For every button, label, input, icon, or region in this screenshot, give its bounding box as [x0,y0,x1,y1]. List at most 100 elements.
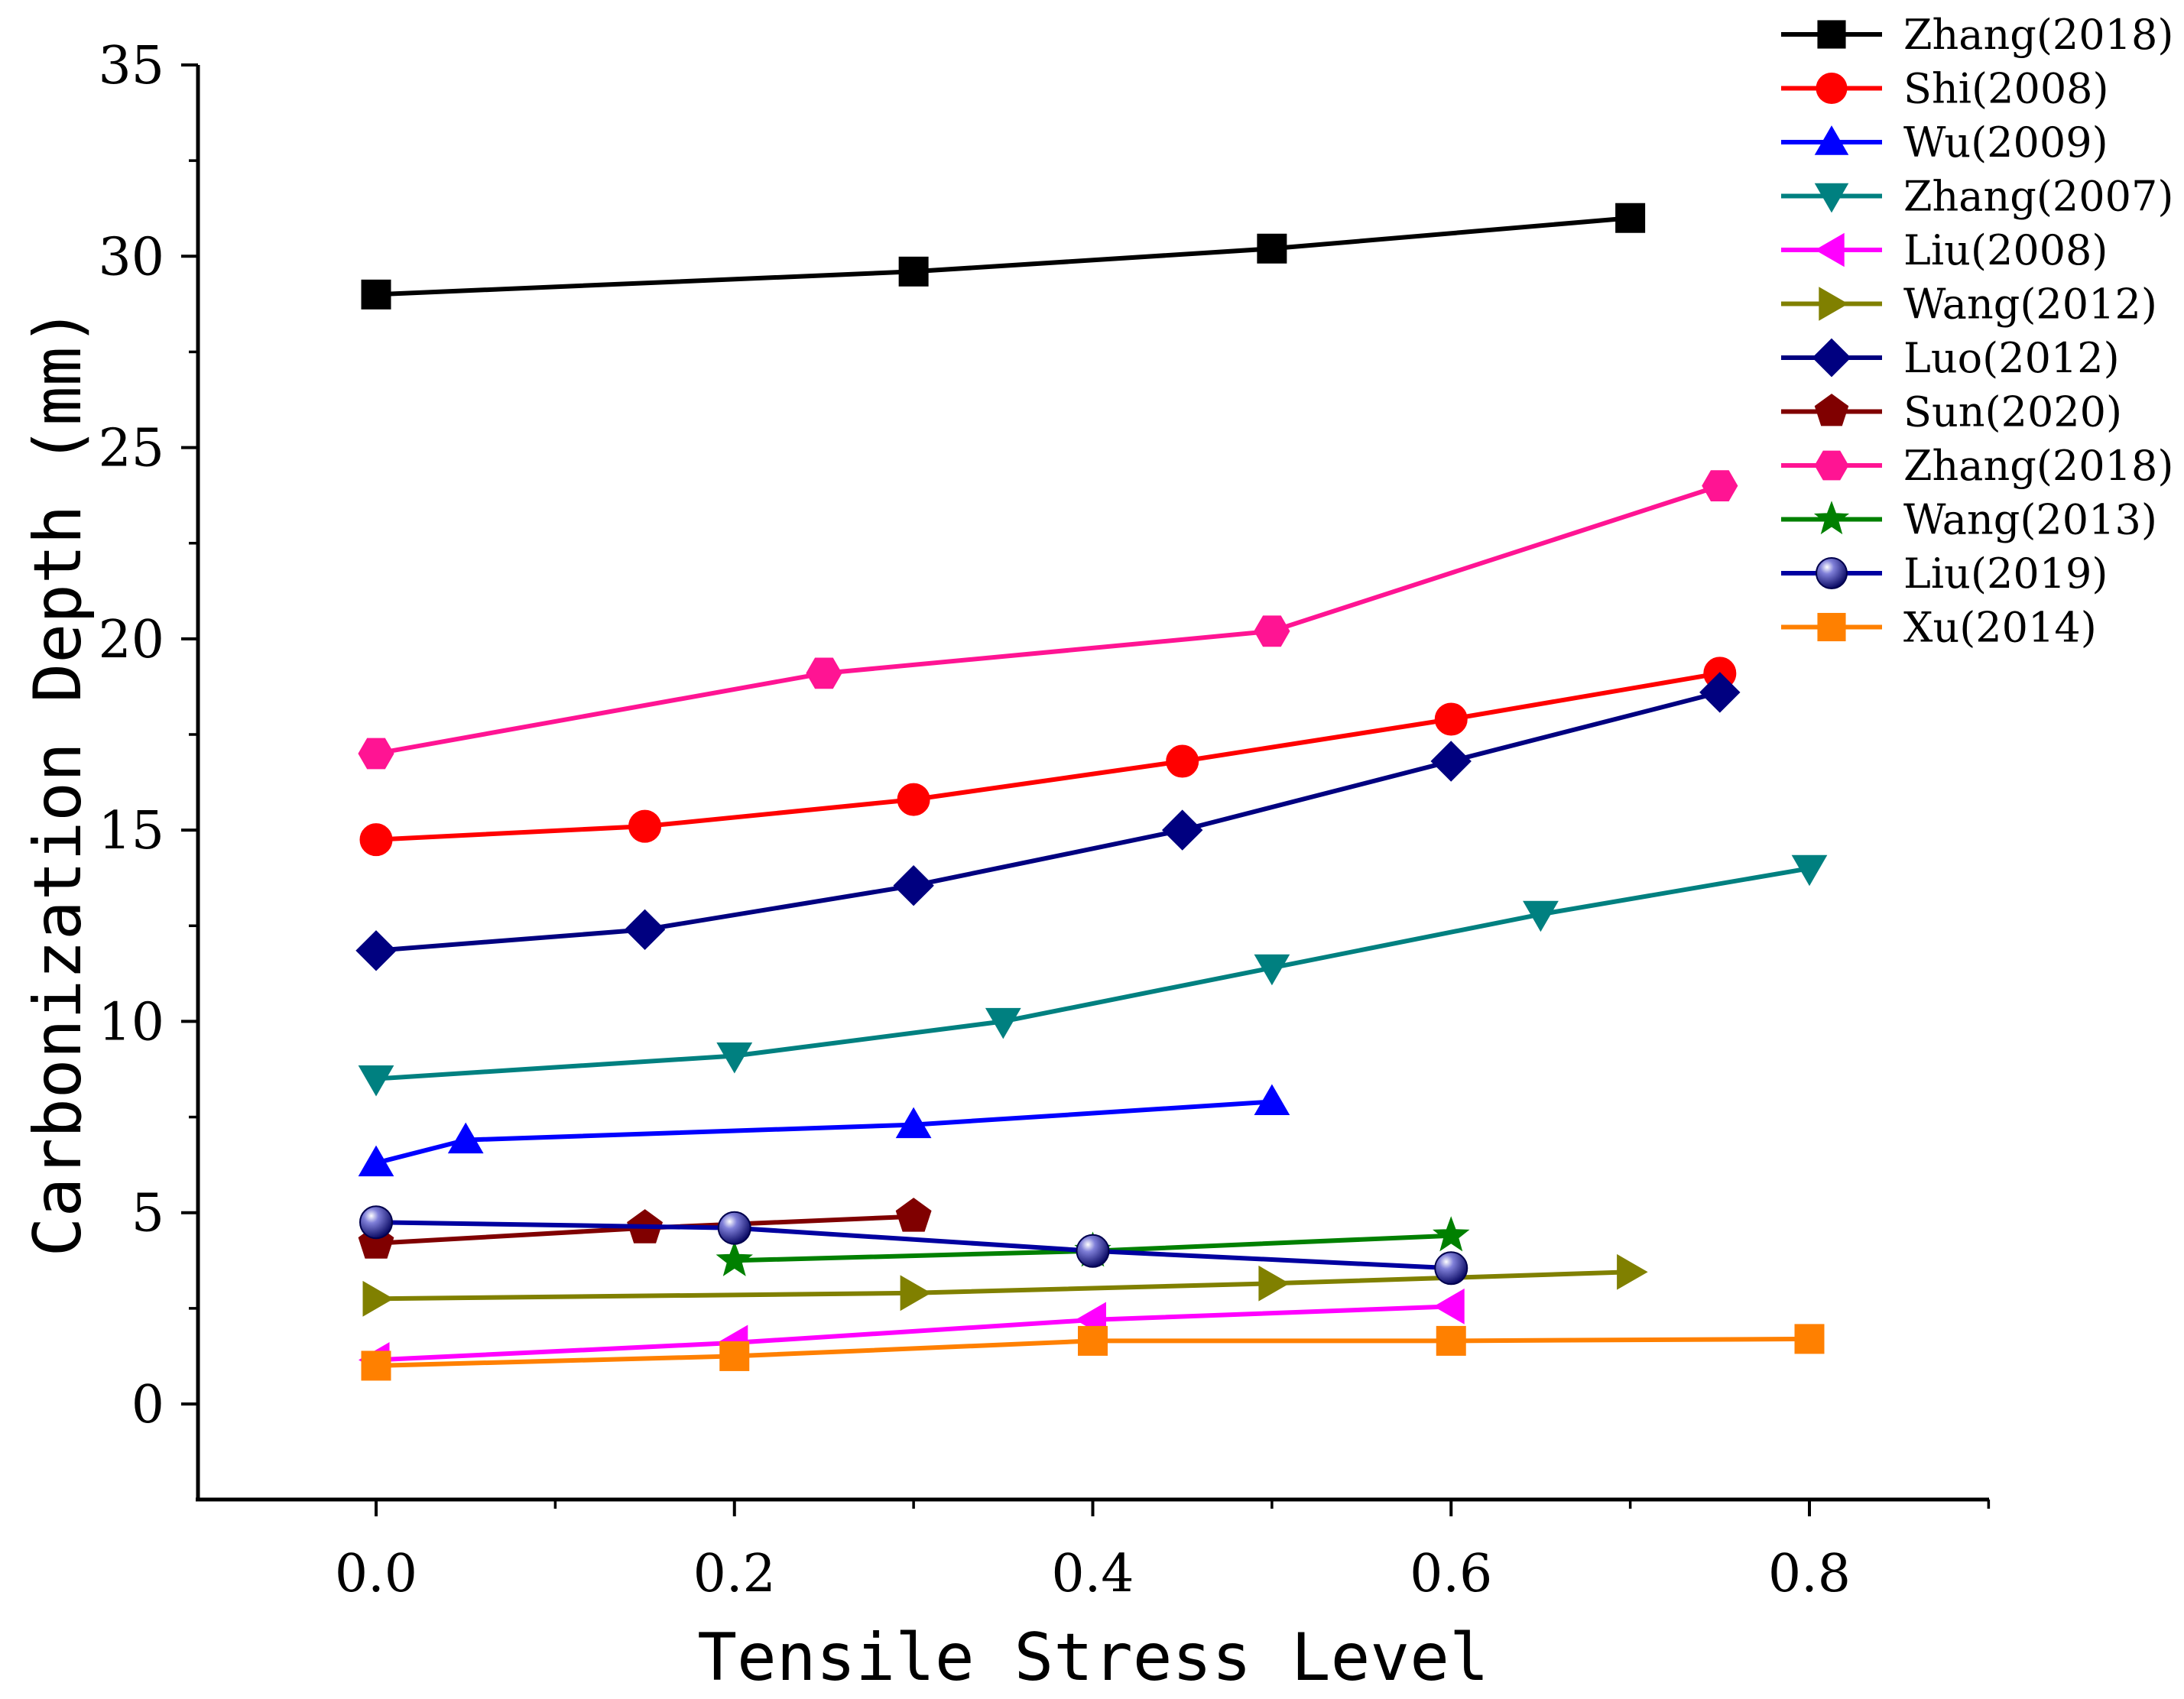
data-point [1433,1216,1470,1252]
y-tick-label: 15 [98,801,164,861]
legend-label: Sun(2020) [1903,388,2122,436]
series-layer [355,203,1828,1381]
data-point [716,1042,753,1074]
legend-item: Wang(2013) [1781,496,2157,544]
data-point [358,738,394,770]
legend-marker [1814,183,1849,213]
legend-label: Zhang(2018) [1903,442,2173,490]
series-4 [358,854,1828,1097]
legend-marker [1812,338,1851,378]
legend-marker [1817,20,1846,49]
series-7 [355,672,1741,971]
data-point [1258,1265,1290,1302]
legend-label: Liu(2019) [1903,550,2108,598]
legend-marker [1814,394,1849,426]
y-tick-label: 20 [98,610,164,670]
series-line [375,670,1721,842]
legend-item: Zhang(2018) [1781,11,2173,59]
data-point [900,1275,932,1312]
legend-marker [1813,501,1850,535]
legend-item: Wu(2009) [1781,118,2108,167]
legend-label: Wang(2013) [1903,496,2157,544]
y-tick-label: 25 [98,419,164,479]
legend-item: Sun(2020) [1781,388,2122,436]
series-1 [361,203,1646,310]
data-point [1254,1084,1290,1115]
x-tick-label: 0.8 [1768,1544,1851,1604]
data-point [1699,672,1741,713]
data-point [985,1007,1021,1039]
data-point [1794,1324,1825,1354]
y-tick-label: 0 [131,1375,164,1435]
data-point [1702,470,1738,501]
series-line [375,1099,1273,1166]
data-point [893,864,934,906]
series-line [375,1220,1452,1271]
x-tick-label: 0.0 [335,1544,417,1604]
data-point [1254,615,1290,647]
data-point [359,823,393,857]
y-tick-label: 30 [98,227,164,287]
legend-label: Liu(2008) [1903,226,2108,274]
series-line [375,689,1721,953]
x-tick-label: 0.6 [1410,1544,1492,1604]
data-point [1257,233,1287,264]
data-point [806,657,842,689]
legend-marker [1814,125,1849,155]
data-point [719,1341,750,1371]
series-12 [361,1324,1825,1381]
data-point [1523,900,1559,932]
data-point [1166,744,1199,778]
series-3 [358,1084,1290,1177]
data-point [897,783,930,816]
series-line [375,216,1631,297]
y-tick-label: 10 [98,992,164,1052]
data-point [1436,1325,1466,1356]
data-point [1433,1288,1465,1325]
data-point [1791,854,1828,887]
legend-marker [1814,450,1849,481]
legend-item: Shi(2008) [1781,65,2109,113]
legend: Zhang(2018) Shi(2008) Wu(2009) Zhang(2007) L… [1781,11,2173,652]
data-point [898,256,929,287]
legend-item: Wang(2012) [1781,280,2157,329]
legend-item: Liu(2008) [1781,226,2108,274]
data-point [1615,203,1646,233]
legend-item: Zhang(2018) [1781,442,2173,490]
data-point [359,1205,393,1240]
x-axis-title: Tensile Stress Level [697,1620,1489,1696]
axis-ticks: 0.0 0.2 0.4 0.6 0.8 0 5 10 15 20 25 30 35 [98,36,1991,1604]
data-point [717,1211,751,1245]
data-point [628,809,662,843]
x-tick-label: 0.2 [693,1544,776,1604]
legend-label: Zhang(2018) [1903,11,2173,59]
legend-marker [1816,73,1848,104]
legend-label: Wu(2009) [1903,118,2108,167]
data-point [1430,741,1472,782]
legend-label: Xu(2014) [1903,604,2097,652]
series-2 [359,657,1737,857]
y-tick-label: 35 [98,36,164,96]
data-point [362,1280,394,1317]
legend-item: Zhang(2007) [1781,173,2173,221]
legend-marker [1816,557,1848,589]
data-point [1617,1253,1648,1290]
legend-label: Luo(2012) [1903,334,2120,382]
data-point [361,1350,391,1381]
series-9 [358,470,1738,770]
data-point [1434,702,1468,736]
data-point [358,1145,394,1177]
data-point [716,1240,753,1276]
series-line [375,866,1810,1081]
series-11 [359,1205,1468,1286]
x-tick-label: 0.4 [1051,1544,1134,1604]
series-line [375,483,1721,756]
data-point [358,1065,394,1097]
data-point [361,279,391,310]
data-point [624,909,666,951]
legend-item: Luo(2012) [1781,334,2120,382]
data-point [355,930,397,971]
legend-marker [1815,232,1845,267]
data-point [1434,1251,1468,1286]
